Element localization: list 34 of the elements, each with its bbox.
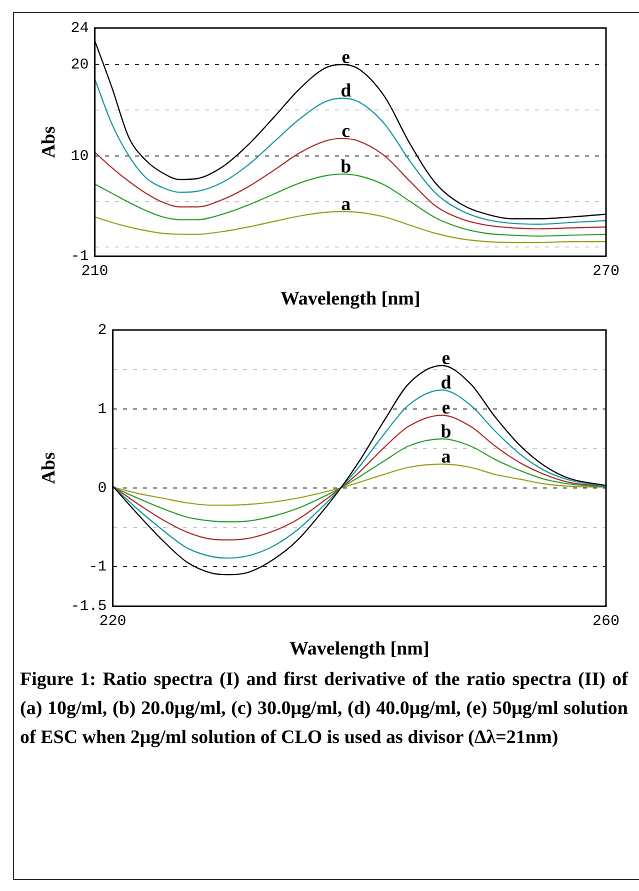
y-axis-title: Abs [38, 126, 60, 158]
series-label: d [440, 372, 452, 394]
series-label: a [441, 446, 452, 468]
y-tick-label: 10 [70, 148, 89, 165]
series-label: b [440, 421, 452, 442]
y-tick-label: 2 [98, 322, 107, 339]
series-label: b [340, 156, 352, 178]
x-tick-label: 260 [592, 613, 620, 630]
series-label: e [342, 46, 350, 68]
y-tick-label: 20 [70, 56, 89, 74]
x-tick-label: 220 [99, 613, 126, 630]
series-label: e [442, 398, 450, 419]
series-label: c [342, 120, 350, 142]
line-series [112, 414, 606, 541]
y-tick-label: 1 [98, 400, 107, 418]
x-tick-label: 210 [81, 263, 108, 280]
line-series [112, 389, 606, 559]
y-tick-label: 0 [98, 480, 107, 497]
y-tick-label: -1 [88, 558, 107, 576]
series-label: e [442, 348, 450, 369]
y-tick-label: -1.5 [70, 598, 107, 616]
series-label: d [340, 80, 352, 102]
x-axis-title: Wavelength [nm] [289, 638, 430, 660]
y-tick-label: 24 [70, 20, 89, 37]
x-axis-title: Wavelength [nm] [280, 288, 420, 310]
caption: Figure 1: Ratio spectra (I) and first derivative of the ratio spectra (II) of (a) 10g/ml, (b) 20.0μg/ml, (c) 30.0μg/ml, (d) 40.0μg/ml, (e) 50μg/ml solution of ESC when 2μg/ml solution of CLO is used as divisor (Δλ=21nm) [19, 668, 628, 750]
y-axis-title: Abs [38, 452, 60, 484]
series-label: a [341, 194, 352, 215]
line-series [94, 210, 606, 244]
line-series [94, 78, 606, 225]
x-tick-label: 270 [592, 263, 620, 280]
line-series [94, 138, 606, 230]
line-series [94, 173, 606, 237]
y-tick-label: -1 [70, 248, 89, 266]
